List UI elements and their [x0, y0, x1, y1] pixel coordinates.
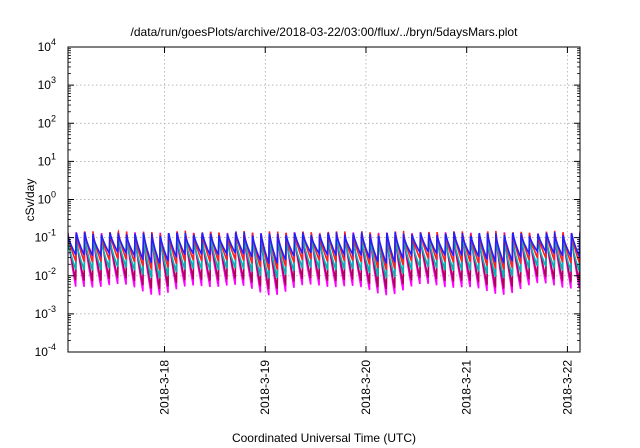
x-axis-label: Coordinated Universal Time (UTC)	[232, 431, 416, 445]
y-tick-label: 10-4	[35, 342, 56, 359]
grid-lines	[68, 46, 580, 353]
y-tick-label: 102	[38, 113, 56, 130]
axis-ticks	[68, 46, 580, 353]
x-tick-label: 2018-3-20	[359, 360, 373, 415]
axis-tick-labels: 104 103 102 101 100 10-1 10-2 10-3 10-4 2018-3-18…	[35, 37, 575, 415]
y-tick-label: 10-3	[35, 304, 56, 321]
y-tick-label: 103	[38, 75, 56, 92]
series-line	[68, 230, 580, 264]
series-lines	[68, 228, 580, 296]
y-axis-label: cSv/day	[23, 179, 37, 222]
chart-title: /data/run/goesPlots/archive/2018-03-22/0…	[131, 25, 519, 39]
x-tick-label: 2018-3-19	[258, 360, 272, 415]
y-tick-label: 10-1	[35, 228, 56, 245]
y-tick-label: 10-2	[35, 266, 56, 283]
y-tick-label: 100	[38, 190, 56, 207]
x-tick-label: 2018-3-22	[560, 360, 574, 415]
x-tick-label: 2018-3-18	[158, 360, 172, 415]
y-tick-label: 101	[38, 151, 56, 168]
y-tick-label: 104	[38, 37, 56, 54]
x-tick-label: 2018-3-21	[460, 360, 474, 415]
